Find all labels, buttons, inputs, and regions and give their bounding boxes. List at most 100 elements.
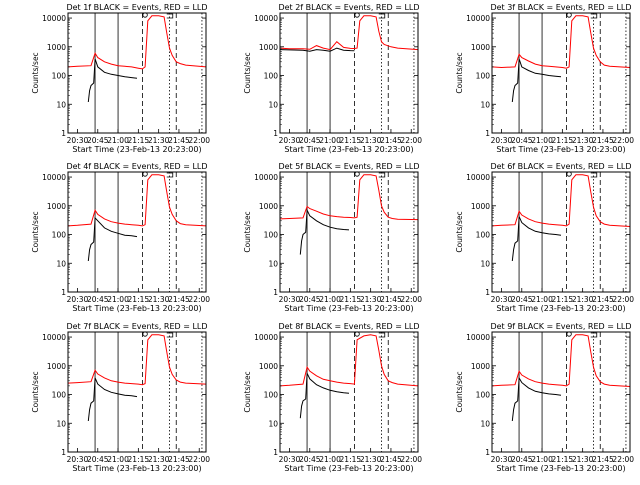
x-tick-label: 20:30 bbox=[279, 455, 301, 464]
plot-frame bbox=[67, 171, 207, 293]
plot-frame bbox=[279, 12, 419, 134]
x-tick-label: 21:45 bbox=[168, 295, 190, 304]
y-tick-label: 1 bbox=[485, 448, 490, 457]
x-axis-label: Start Time (23-Feb-13 20:23:00) bbox=[496, 145, 625, 154]
x-tick-label: 21:15 bbox=[128, 136, 150, 145]
x-axis-label: Start Time (23-Feb-13 20:23:00) bbox=[496, 304, 625, 313]
y-tick-label: 1000 bbox=[259, 43, 278, 52]
x-axis-label: Start Time (23-Feb-13 20:23:00) bbox=[72, 304, 201, 313]
bracket-marker bbox=[166, 172, 174, 178]
bracket-marker bbox=[378, 332, 386, 338]
y-axis-label: Counts/sec bbox=[31, 52, 40, 93]
lld-series-line bbox=[67, 174, 207, 227]
x-tick-label: 21:00 bbox=[319, 455, 341, 464]
x-tick-label: 21:45 bbox=[592, 455, 614, 464]
detector-panel: Det 3f BLACK = Events, RED = LLD 1 10 100 10… bbox=[455, 3, 634, 154]
x-tick-label: 21:00 bbox=[107, 295, 129, 304]
x-tick-label: 21:15 bbox=[552, 136, 574, 145]
x-tick-label: 21:15 bbox=[340, 136, 362, 145]
bracket-marker bbox=[590, 13, 598, 19]
bracket-marker bbox=[166, 13, 174, 19]
x-tick-label: 20:45 bbox=[87, 295, 109, 304]
y-axis-label: Counts/sec bbox=[31, 371, 40, 412]
lld-series-line bbox=[279, 334, 419, 387]
x-tick-label: 20:45 bbox=[87, 455, 109, 464]
x-tick-label: 21:30 bbox=[148, 295, 170, 304]
y-axis-label: Counts/sec bbox=[31, 211, 40, 252]
plot-frame bbox=[491, 12, 631, 134]
panel-title: Det 7f BLACK = Events, RED = LLD bbox=[66, 322, 207, 331]
y-tick-label: 10 bbox=[268, 259, 278, 268]
x-tick-label: 22:00 bbox=[400, 295, 422, 304]
detector-panel: Det 9f BLACK = Events, RED = LLD 1 10 100 10… bbox=[455, 322, 634, 473]
y-tick-label: 1 bbox=[61, 288, 66, 297]
y-tick-label: 10000 bbox=[42, 333, 66, 342]
y-tick-label: 10 bbox=[480, 100, 490, 109]
detector-panel: Det 6f BLACK = Events, RED = LLD 1 10 100 10… bbox=[455, 162, 634, 313]
x-tick-label: 21:00 bbox=[107, 455, 129, 464]
x-tick-label: 22:00 bbox=[188, 455, 210, 464]
y-tick-label: 1000 bbox=[471, 362, 490, 371]
y-tick-label: 10000 bbox=[42, 14, 66, 23]
plot-frame bbox=[279, 331, 419, 453]
y-axis-label: Counts/sec bbox=[455, 52, 464, 93]
x-axis-label: Start Time (23-Feb-13 20:23:00) bbox=[284, 464, 413, 473]
panel-title: Det 3f BLACK = Events, RED = LLD bbox=[490, 3, 631, 12]
y-tick-label: 10 bbox=[268, 419, 278, 428]
detector-panel: Det 5f BLACK = Events, RED = LLD 1 10 100 10… bbox=[243, 162, 422, 313]
y-tick-label: 10 bbox=[480, 259, 490, 268]
panel-title: Det 1f BLACK = Events, RED = LLD bbox=[66, 3, 207, 12]
x-tick-label: 21:45 bbox=[168, 136, 190, 145]
y-tick-label: 10000 bbox=[254, 333, 278, 342]
x-tick-label: 21:45 bbox=[168, 455, 190, 464]
x-tick-label: 21:30 bbox=[360, 136, 382, 145]
y-axis-label: Counts/sec bbox=[243, 371, 252, 412]
x-tick-label: 22:00 bbox=[400, 136, 422, 145]
x-tick-label: 20:30 bbox=[67, 136, 89, 145]
y-tick-label: 100 bbox=[52, 391, 67, 400]
y-tick-label: 10000 bbox=[254, 173, 278, 182]
plot-frame bbox=[67, 12, 207, 134]
panel-title: Det 5f BLACK = Events, RED = LLD bbox=[278, 162, 419, 171]
x-tick-label: 21:15 bbox=[128, 295, 150, 304]
panel-title: Det 6f BLACK = Events, RED = LLD bbox=[490, 162, 631, 171]
x-tick-label: 21:00 bbox=[531, 295, 553, 304]
bracket-marker bbox=[590, 172, 598, 178]
events-series-line bbox=[87, 216, 138, 262]
y-tick-label: 10000 bbox=[254, 14, 278, 23]
x-axis-label: Start Time (23-Feb-13 20:23:00) bbox=[496, 464, 625, 473]
x-tick-label: 20:30 bbox=[491, 455, 513, 464]
events-series-line bbox=[299, 373, 350, 419]
x-tick-label: 22:00 bbox=[612, 136, 634, 145]
x-tick-label: 21:15 bbox=[128, 455, 150, 464]
events-series-line bbox=[511, 216, 562, 262]
bracket-marker bbox=[590, 332, 598, 338]
y-tick-label: 1000 bbox=[471, 43, 490, 52]
x-tick-label: 21:00 bbox=[319, 295, 341, 304]
x-tick-label: 21:00 bbox=[531, 136, 553, 145]
x-tick-label: 20:45 bbox=[511, 295, 533, 304]
x-tick-label: 22:00 bbox=[612, 455, 634, 464]
x-tick-label: 20:45 bbox=[299, 455, 321, 464]
x-tick-label: 20:30 bbox=[491, 295, 513, 304]
events-series-line bbox=[511, 376, 562, 422]
lld-series-line bbox=[279, 174, 419, 221]
y-tick-label: 100 bbox=[264, 391, 279, 400]
y-tick-label: 1 bbox=[273, 288, 278, 297]
events-series-line bbox=[87, 58, 138, 103]
x-tick-label: 21:15 bbox=[552, 295, 574, 304]
y-tick-label: 1000 bbox=[47, 43, 66, 52]
x-tick-label: 21:00 bbox=[107, 136, 129, 145]
y-tick-label: 1000 bbox=[47, 202, 66, 211]
y-tick-label: 10000 bbox=[466, 333, 490, 342]
panel-title: Det 2f BLACK = Events, RED = LLD bbox=[278, 3, 419, 12]
y-tick-label: 100 bbox=[264, 231, 279, 240]
x-tick-label: 22:00 bbox=[612, 295, 634, 304]
x-axis-label: Start Time (23-Feb-13 20:23:00) bbox=[284, 304, 413, 313]
lld-series-line bbox=[67, 15, 207, 70]
y-tick-label: 1 bbox=[61, 129, 66, 138]
x-tick-label: 21:30 bbox=[572, 136, 594, 145]
x-tick-label: 21:30 bbox=[572, 295, 594, 304]
detector-panel: Det 4f BLACK = Events, RED = LLD 1 10 100 10… bbox=[31, 162, 210, 313]
y-tick-label: 1000 bbox=[47, 362, 66, 371]
